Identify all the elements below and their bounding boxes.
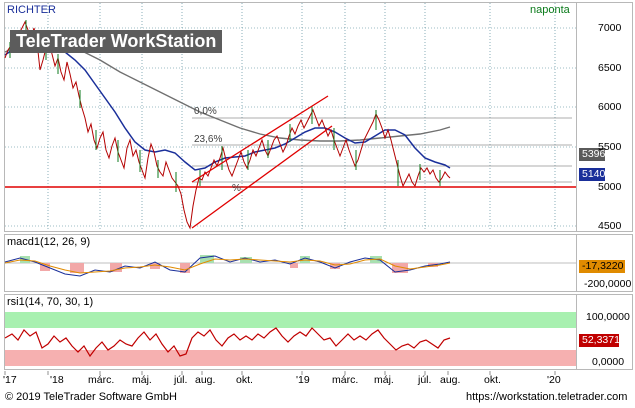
time-label-jul-18: júl. (174, 374, 188, 386)
time-label-maj-19: máj. (374, 374, 394, 386)
time-label-marc-19: márc. (332, 374, 359, 386)
symbol-label: RICHTER (7, 4, 56, 16)
time-label-maj-18: máj. (132, 374, 152, 386)
watermark: TeleTrader WorkStation (10, 30, 223, 53)
time-ticks (4, 371, 556, 375)
macd-value-tag: -17,3220 (582, 260, 624, 272)
macd-value-tag-bg (579, 260, 625, 273)
price-tick-6000: 6000 (598, 101, 622, 113)
sma-value-tag: 5396 (582, 148, 606, 160)
time-label-20: '20 (547, 374, 561, 386)
price-line (4, 20, 451, 230)
trend-channel[interactable] (191, 95, 333, 229)
fib-label-0: 0,0% (194, 106, 217, 117)
time-label-17: '17 (3, 374, 17, 386)
macd-tick-neg200: -200,0000 (584, 278, 632, 290)
rsi-plot (4, 312, 576, 366)
rsi-axis (577, 294, 633, 370)
price-axis (577, 2, 633, 232)
sma-value-tag-bg (579, 148, 605, 161)
sma-fast-line (4, 41, 451, 171)
rsi-tick-0: 0,0000 (592, 356, 625, 368)
time-label-aug-18: aug. (195, 374, 216, 386)
rsi-title: rsi1(14, 70, 30, 1) (7, 296, 94, 308)
macd-signal-line (4, 258, 451, 274)
price-tick-6500: 6500 (598, 62, 622, 74)
close-value-tag-bg (579, 168, 605, 181)
macd-plot (4, 255, 576, 277)
source-url[interactable]: https://workstation.teletrader.com (466, 391, 628, 403)
time-label-jul-19: júl. (418, 374, 432, 386)
time-label-18: '18 (50, 374, 64, 386)
macd-line (4, 255, 451, 277)
fib-label-23: 23,6% (194, 134, 223, 145)
rsi-value-tag-bg (579, 334, 619, 347)
rsi-tick-100: 100,0000 (586, 311, 630, 323)
time-label-aug-19: aug. (440, 374, 461, 386)
macd-title: macd1(12, 26, 9) (7, 236, 91, 248)
time-label-19: '19 (296, 374, 310, 386)
macd-histogram-positive (20, 255, 382, 263)
fib-label-partial: % (232, 183, 241, 194)
time-label-marc-18: márc. (88, 374, 115, 386)
close-value-tag: 5140 (582, 168, 606, 180)
rsi-line (4, 327, 451, 358)
price-tick-7000: 7000 (598, 22, 622, 34)
price-tick-5500: 5500 (598, 141, 622, 153)
period-label: naponta (530, 4, 570, 16)
time-label-okt-18: okt. (236, 374, 253, 386)
time-label-okt-19: okt. (484, 374, 501, 386)
price-tick-5000: 5000 (598, 181, 622, 193)
rsi-value-tag: 52,3371 (582, 334, 620, 346)
price-tick-4500: 4500 (598, 220, 622, 232)
copyright-text: © 2019 TeleTrader Software GmbH (5, 391, 177, 403)
